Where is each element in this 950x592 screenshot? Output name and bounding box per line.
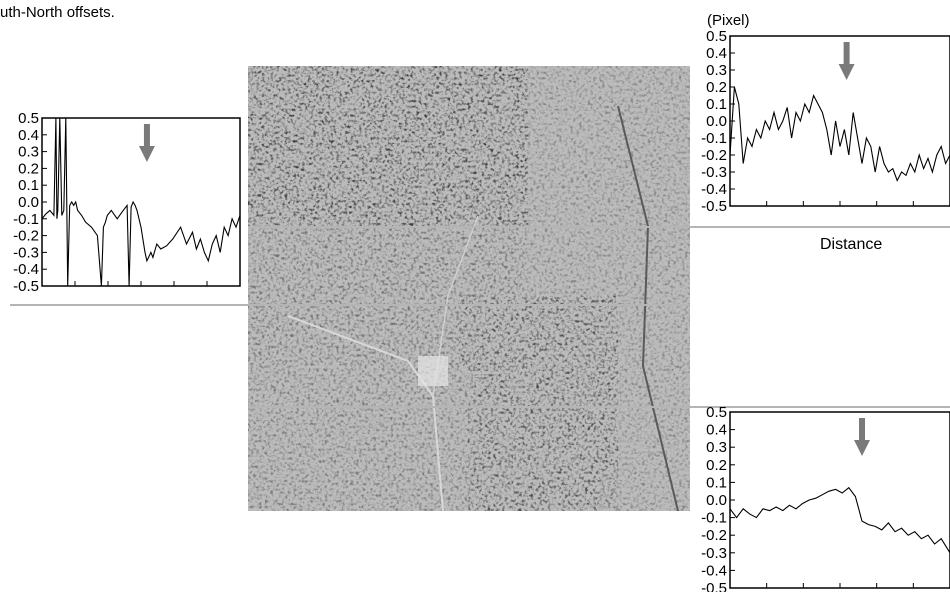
y-tick-label: 0.3 (706, 62, 727, 79)
y-tick-label: -0.4 (701, 562, 727, 579)
y-tick-label: -0.3 (701, 164, 727, 181)
chart-top-right: 0.50.40.30.20.10.0-0.1-0.2-0.3-0.4-0.5 (701, 28, 950, 215)
y-tick-label: 0.1 (18, 177, 39, 194)
plot-frame (729, 35, 950, 207)
chart-bottom-right: 0.50.40.30.20.10.0-0.1-0.2-0.3-0.4-0.5 (701, 404, 950, 592)
y-tick-label: -0.4 (13, 261, 39, 278)
y-tick-label: -0.2 (13, 228, 39, 245)
y-tick-label: 0.2 (706, 79, 727, 96)
y-tick-label: -0.5 (701, 580, 727, 592)
y-tick-label: -0.1 (701, 130, 727, 147)
y-tick-label: -0.5 (13, 278, 39, 292)
y-tick-label: -0.2 (701, 527, 727, 544)
y-tick-label: -0.3 (701, 545, 727, 562)
y-tick-label: 0.5 (18, 110, 39, 127)
satellite-image (248, 66, 690, 511)
y-tick-label: 0.5 (706, 28, 727, 45)
plot-frame (729, 411, 950, 589)
y-tick-label: 0.0 (706, 113, 727, 130)
y-tick-label: 0.3 (706, 439, 727, 456)
data-line (42, 118, 240, 286)
y-tick-label: 0.4 (706, 45, 727, 62)
profile-line-top (248, 226, 950, 228)
data-line (730, 486, 950, 554)
y-tick-label: -0.2 (701, 147, 727, 164)
y-tick-label: 0.2 (706, 457, 727, 474)
arrow-icon (138, 124, 155, 162)
y-tick-label: 0.4 (18, 127, 39, 144)
y-tick-label: 0.1 (706, 96, 727, 113)
y-tick-label: 0.0 (18, 194, 39, 211)
y-tick-label: 0.5 (706, 404, 727, 421)
x-axis-label: Distance (820, 236, 883, 253)
arrow-icon (838, 42, 855, 80)
arrow-icon (854, 418, 870, 456)
y-tick-label: 0.2 (18, 160, 39, 177)
y-tick-label: -0.4 (701, 181, 727, 198)
data-line (730, 86, 950, 182)
chart-left: 0.50.40.30.20.10.0-0.1-0.2-0.3-0.4-0.5 (13, 110, 241, 292)
y-tick-label: -0.1 (701, 510, 727, 527)
y-tick-label: 0.1 (706, 474, 727, 491)
unit-label: (Pixel) (707, 12, 750, 29)
y-tick-label: 0.0 (706, 492, 727, 509)
profile-line-left (10, 304, 686, 306)
y-tick-label: -0.1 (13, 211, 39, 228)
y-tick-label: 0.4 (706, 422, 727, 439)
y-tick-label: 0.3 (18, 144, 39, 161)
figure-caption: uth-North offsets. (0, 4, 115, 21)
profile-line-bottom (248, 406, 950, 408)
y-tick-label: -0.3 (13, 244, 39, 261)
y-tick-label: -0.5 (701, 198, 727, 215)
